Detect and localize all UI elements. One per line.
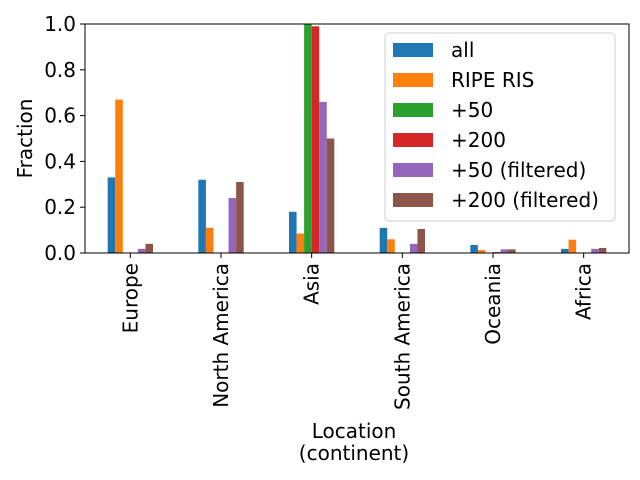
legend-label: all [451, 38, 474, 62]
x-tick-label: Africa [572, 263, 596, 320]
x-axis-label: Location (continent) [299, 419, 409, 465]
x-tick-label: Europe [118, 263, 142, 333]
bar-all-europe [107, 177, 116, 253]
bar--50-filtered--asia [319, 101, 327, 253]
legend: all RIPE RIS +50 +200 +50 (filtered) +200 (fi… [384, 32, 616, 222]
bar-all-north-america [198, 179, 206, 253]
bar--50-filtered--south-america [409, 243, 418, 253]
y-tick-label: 0.0 [44, 241, 76, 265]
x-tick-label: Asia [300, 263, 324, 305]
y-axis-label: Fraction [13, 99, 37, 179]
legend-label: +50 [451, 98, 493, 122]
bar--200-filtered--oceania [508, 249, 516, 253]
legend-frame [384, 32, 616, 222]
bar-all-south-america [379, 227, 388, 253]
x-axis: Europe North America Asia South America Ocea… [118, 253, 596, 410]
bar-ripe-ris-europe [115, 99, 123, 253]
y-tick-label: 0.2 [44, 195, 76, 219]
bar-all-asia [289, 211, 297, 253]
bar--50-asia [304, 24, 312, 253]
bar-all-oceania [470, 244, 478, 253]
legend-label: RIPE RIS [451, 68, 534, 92]
legend-label: +200 [451, 128, 506, 152]
legend-swatch [393, 73, 433, 87]
legend-swatch [393, 163, 433, 177]
plot-frame [84, 23, 630, 254]
bar--200-filtered--africa [598, 247, 607, 253]
bar-ripe-ris-south-america [387, 239, 395, 253]
bar-ripe-ris-oceania [477, 250, 486, 253]
legend-swatch [393, 133, 433, 147]
bar--200-filtered--asia [326, 138, 335, 253]
bar-ripe-ris-north-america [205, 227, 214, 253]
bar--200-filtered--south-america [417, 228, 425, 253]
bar--200-asia [311, 26, 320, 253]
bar--50-filtered--africa [591, 248, 599, 253]
legend-label: +50 (filtered) [451, 158, 586, 182]
x-tick-label: South America [390, 263, 414, 410]
legend-swatch [393, 103, 433, 117]
y-axis: 0.0 0.2 0.4 0.6 0.8 1.0 [44, 12, 85, 265]
bar-ripe-ris-asia [296, 233, 305, 253]
legend-label: +200 (filtered) [451, 188, 599, 212]
bar-ripe-ris-africa [568, 239, 577, 253]
bar--200-filtered--europe [145, 243, 153, 253]
bar--50-filtered--oceania [500, 249, 509, 253]
y-tick-label: 0.4 [44, 149, 76, 173]
y-tick-label: 0.8 [44, 58, 76, 82]
x-tick-label: North America [209, 263, 233, 408]
bar--200-filtered--north-america [236, 182, 244, 253]
bar-all-africa [561, 248, 569, 253]
bar--50-filtered--north-america [228, 198, 237, 253]
bar--50-filtered--europe [137, 248, 146, 253]
bars-group [107, 24, 607, 253]
legend-swatch [393, 193, 433, 207]
y-tick-label: 0.6 [44, 104, 76, 128]
legend-swatch [393, 43, 433, 57]
y-tick-label: 1.0 [44, 12, 76, 36]
x-tick-label: Oceania [481, 263, 505, 345]
